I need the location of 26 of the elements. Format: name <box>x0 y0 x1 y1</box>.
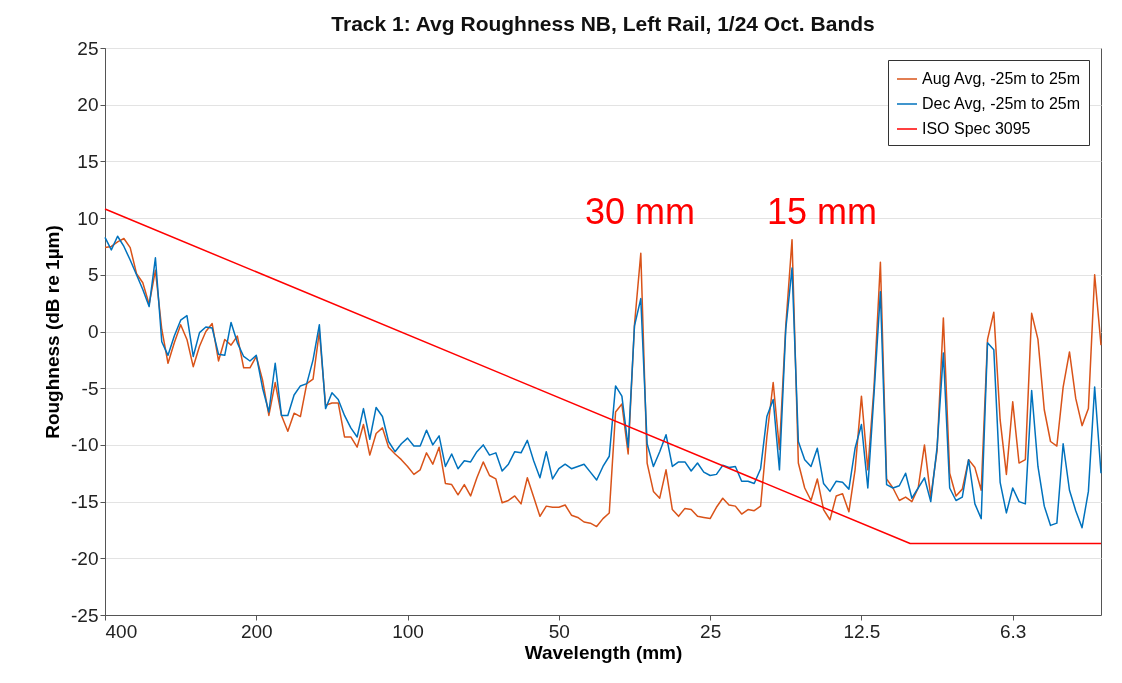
y-tick-label: 20 <box>77 94 99 116</box>
y-tick-label: 0 <box>87 321 99 342</box>
x-tick-label: 400 <box>105 620 138 642</box>
y-tick-label: 5 <box>87 264 99 286</box>
x-axis-title: Wavelength (mm) <box>524 641 683 663</box>
legend-label: Aug Avg, -25m to 25m <box>922 70 1081 87</box>
y-tick-label: 25 <box>77 37 99 59</box>
y-tick-label: 15 <box>77 150 99 172</box>
legend-label: Dec Avg, -25m to 25m <box>922 95 1080 112</box>
x-tick-label: 100 <box>392 620 424 642</box>
legend-label: ISO Spec 3095 <box>922 120 1031 137</box>
x-tick-label: 50 <box>548 620 570 642</box>
y-tick-label: -20 <box>71 547 99 569</box>
annotation: 15 mm <box>766 191 878 232</box>
y-tick-label: -25 <box>71 604 99 626</box>
y-tick-label: -15 <box>71 491 99 513</box>
y-axis-title: Roughness (dB re 1µm) <box>42 225 64 439</box>
chart-title: Track 1: Avg Roughness NB, Left Rail, 1/24 Oct. Bands <box>331 12 875 35</box>
x-tick-label: 12.5 <box>843 620 881 642</box>
x-tick-label: 200 <box>240 620 273 642</box>
y-tick-label: -10 <box>71 434 99 456</box>
y-tick-label: 10 <box>77 207 99 229</box>
y-tick-label: -5 <box>81 377 99 399</box>
x-tick-label: 6.3 <box>1000 620 1027 642</box>
annotation: 30 mm <box>584 191 696 232</box>
x-tick-label: 25 <box>700 620 722 642</box>
